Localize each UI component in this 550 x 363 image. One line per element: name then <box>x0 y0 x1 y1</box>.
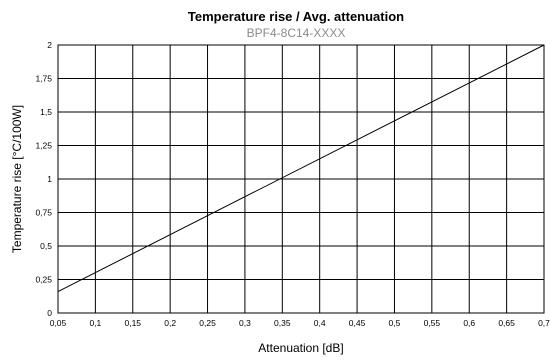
x-tick-label: 0,25 <box>199 318 216 328</box>
x-tick-label: 0,65 <box>498 318 515 328</box>
chart-title: Temperature rise / Avg. attenuation <box>188 9 404 24</box>
y-tick-label: 1,5 <box>40 107 52 117</box>
x-axis-label: Attenuation [dB] <box>258 341 343 355</box>
y-tick-label: 0,25 <box>35 275 52 285</box>
y-tick-label: 0,5 <box>40 241 52 251</box>
x-tick-label: 0,3 <box>239 318 251 328</box>
y-tick-label: 1,75 <box>35 74 52 84</box>
x-tick-label: 0,35 <box>274 318 291 328</box>
x-tick-label: 0,05 <box>50 318 67 328</box>
y-tick-label: 0,75 <box>35 208 52 218</box>
x-tick-label: 0,5 <box>389 318 401 328</box>
plot-frame <box>57 44 545 314</box>
x-tick-label: 0,15 <box>124 318 141 328</box>
x-tick-label: 0,55 <box>424 318 441 328</box>
grid <box>57 44 545 314</box>
x-tick-label: 0,7 <box>538 318 550 328</box>
x-tick-label: 0,4 <box>314 318 326 328</box>
series-line <box>57 44 545 293</box>
x-tick-label: 0,2 <box>164 318 176 328</box>
x-tick-label: 0,1 <box>89 318 101 328</box>
x-tick-label: 0,45 <box>349 318 366 328</box>
x-tick-label: 0,6 <box>463 318 475 328</box>
y-tick-label: 0 <box>47 308 52 318</box>
chart-subtitle: BPF4-8C14-XXXX <box>247 26 346 40</box>
y-axis-ticks: 0 0,25 0,5 0,75 1 1,25 1,5 1,75 2 <box>35 40 52 318</box>
y-tick-label: 1 <box>47 174 52 184</box>
series-layer <box>57 44 545 293</box>
x-axis-ticks: 0,05 0,1 0,15 0,2 0,25 0,3 0,35 0,4 0,45 0,5 0,55 0… <box>50 318 550 328</box>
y-tick-label: 2 <box>47 40 52 50</box>
y-tick-label: 1,25 <box>35 141 52 151</box>
y-axis-label: Temperature rise [°C/100W] <box>10 105 24 253</box>
